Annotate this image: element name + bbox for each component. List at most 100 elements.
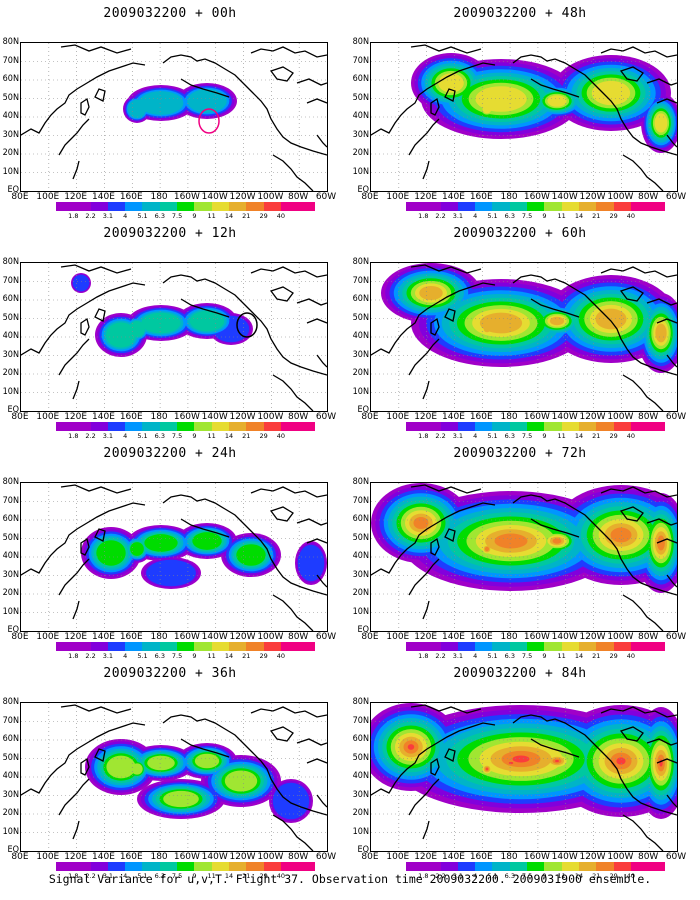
longitude-label: 80W [637,412,659,422]
colorbar-swatch [544,422,562,431]
latitude-label: 60N [352,514,369,524]
colorbar-swatch [228,422,247,431]
colorbar-swatch [423,642,441,651]
colorbar-swatch [211,642,229,651]
coastline [512,714,677,816]
map-svg [371,43,677,191]
longitude-label: 100W [607,192,634,202]
coastline [619,726,644,742]
colorbar [56,862,316,871]
colorbar-label: 14 [574,212,584,220]
longitude-label: 120W [579,632,606,642]
colorbar-swatch [561,642,579,651]
variance-contour [144,534,178,552]
colorbar-label: 40 [626,872,636,880]
colorbar-swatch [475,202,493,211]
latitude-label: EQ [7,405,20,415]
colorbar-swatch [561,422,579,431]
longitude-label: 100E [386,192,410,202]
colorbar-swatch [56,862,74,871]
colorbar-swatch [596,862,614,871]
coastline [21,62,146,136]
longitude-label: 180 [500,192,518,202]
coastline [180,738,230,758]
coastline [94,528,106,542]
latitude-label: EQ [7,845,20,855]
colorbar-label: 4 [473,212,478,220]
latitude-label: 60N [2,514,19,524]
coastline [444,88,456,102]
coastline [656,98,677,104]
variance-contour [106,322,136,348]
coastline [444,528,456,542]
latitude-label: 10N [2,606,19,617]
coastline [250,486,327,498]
panel-title: 2009032200 + 60h [453,226,587,241]
colorbar-swatch [246,422,264,431]
latitude-label: 70N [352,55,369,66]
colorbar-swatch [578,202,597,211]
colorbar [406,862,666,871]
coastline [272,154,314,191]
latitude-label: 60N [352,74,369,84]
colorbar-swatch [298,202,316,211]
colorbar-label: 2.2 [435,872,446,880]
colorbar-swatch [246,862,264,871]
colorbar-swatch [457,642,476,651]
panel-title: 2009032200 + 00h [103,6,237,21]
colorbar-label: 6.3 [504,652,515,660]
variance-contour [187,89,227,113]
colorbar-label: 4 [473,652,478,660]
colorbar-swatch [211,422,229,431]
longitude-label: 100W [257,192,284,202]
longitude-label: 140W [551,852,578,862]
latitude-label: 20N [2,368,19,378]
colorbar-swatch [423,862,441,871]
colorbar-swatch [246,202,264,211]
observation-marker [198,108,220,134]
latitude-label: 20N [352,808,369,818]
longitude-label: 140E [92,632,115,642]
colorbar-label: 9 [192,212,197,220]
colorbar [56,422,316,431]
latitude-label: 80N [2,477,19,487]
colorbar-label: 1.8 [418,652,429,660]
colorbar-label: 11 [557,432,566,440]
longitude-label: 160E [119,632,143,642]
variance-map [20,42,328,192]
coastline [72,160,80,180]
longitude-label: 80W [287,192,309,202]
coastline [60,704,132,714]
variance-contour [224,770,258,792]
coastline [600,266,677,278]
colorbar-label: 6.3 [504,212,515,220]
variance-contour [512,755,530,763]
colorbar-label: 2.2 [435,432,446,440]
colorbar-swatch [578,642,597,651]
coastline [430,537,440,556]
colorbar-swatch [73,202,91,211]
longitude-label: 140E [442,192,465,202]
coastline [316,134,327,148]
latitude-label: 40N [352,771,369,781]
colorbar-label: 6.3 [504,432,515,440]
colorbar-label: 9 [192,432,197,440]
colorbar-swatch [648,862,666,871]
latitude-label: 20N [352,588,369,598]
coastline [622,594,664,631]
variance-contour [272,782,310,820]
latitude-label: 30N [2,349,19,360]
coastline [306,98,327,104]
longitude-label: 160E [469,412,493,422]
latitude-label: 80N [352,37,369,47]
colorbar-label: 7.5 [521,652,533,660]
colorbar-swatch [527,202,545,211]
colorbar-swatch [56,422,74,431]
longitude-label: 140E [442,852,465,862]
coastline [410,704,482,714]
latitude-label: 50N [352,752,369,763]
colorbar-label: 7.5 [521,212,533,220]
colorbar-swatch [194,642,212,651]
coastline [444,748,456,762]
colorbar-swatch [90,422,108,431]
